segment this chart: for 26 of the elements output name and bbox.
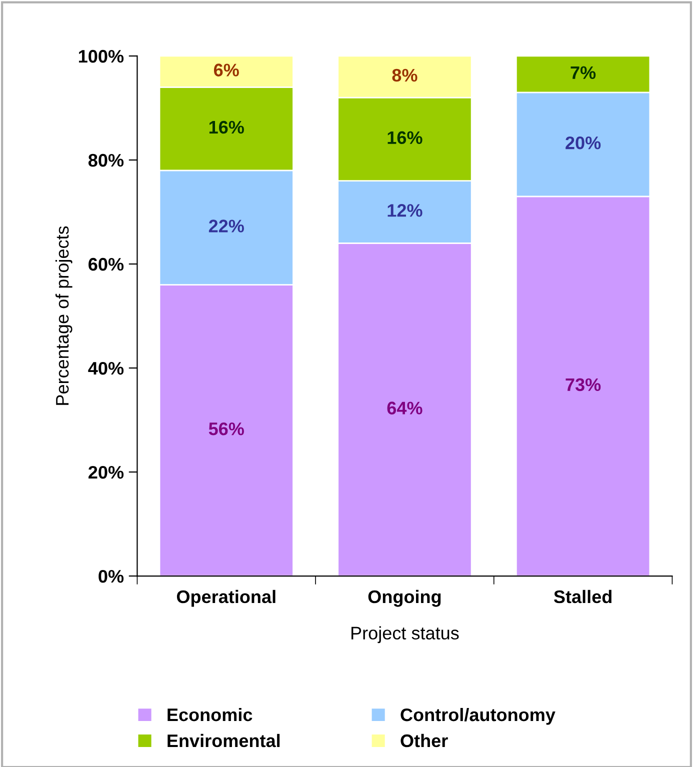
data-label: 20% xyxy=(566,136,601,150)
data-label: 8% xyxy=(392,68,418,82)
y-tick-label: 40% xyxy=(88,362,124,375)
y-tick-label: 60% xyxy=(88,258,124,271)
data-label: 56% xyxy=(208,422,244,436)
data-label: 16% xyxy=(388,131,422,144)
y-tick-label: 0% xyxy=(98,570,124,583)
y-tick-label: 20% xyxy=(88,466,124,479)
legend-label: Control/autonomy xyxy=(400,708,556,725)
data-label: 6% xyxy=(214,64,239,76)
data-label: 16% xyxy=(209,120,244,134)
y-tick-label: 80% xyxy=(88,154,124,167)
data-label: 7% xyxy=(570,66,596,79)
legend-label: Other xyxy=(400,734,448,748)
data-label: 64% xyxy=(387,402,422,414)
data-label: 73% xyxy=(566,378,601,392)
x-tick-label: Ongoing xyxy=(368,590,441,607)
y-tick-label: 100% xyxy=(78,50,124,63)
x-tick-label: Stalled xyxy=(554,590,612,604)
x-tick-label: Operational xyxy=(176,590,276,607)
data-label: 22% xyxy=(208,220,244,232)
data-label: 12% xyxy=(388,204,422,217)
y-axis-title: Percentage of projects xyxy=(55,226,72,405)
legend-label: Enviromental xyxy=(168,734,280,748)
x-axis-title: Project status xyxy=(352,626,459,644)
legend-label: Economic xyxy=(168,708,252,722)
